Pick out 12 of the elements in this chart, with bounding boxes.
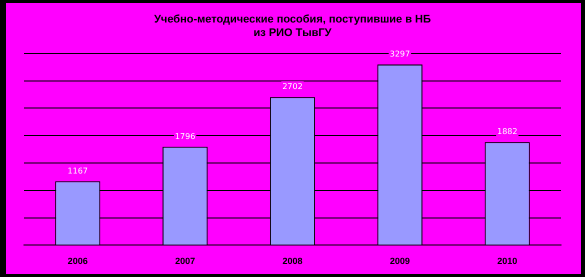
data-label: 1796	[174, 132, 196, 141]
text: Учебно-методические пособия, поступившие в НБ	[154, 14, 431, 26]
x-tick-label: 2009	[390, 256, 410, 266]
data-label: 2702	[282, 82, 303, 92]
x-tick-label: 2008	[282, 256, 303, 266]
x-tick-label: 2010	[497, 256, 518, 266]
text: из РИО ТывГУ	[254, 26, 332, 39]
data-label: 3297	[390, 50, 410, 59]
x-tick-label: 2006	[68, 256, 88, 266]
data-label: 1882	[497, 127, 518, 136]
x-tick-label: 2007	[175, 256, 196, 266]
data-label: 1167	[68, 166, 88, 176]
